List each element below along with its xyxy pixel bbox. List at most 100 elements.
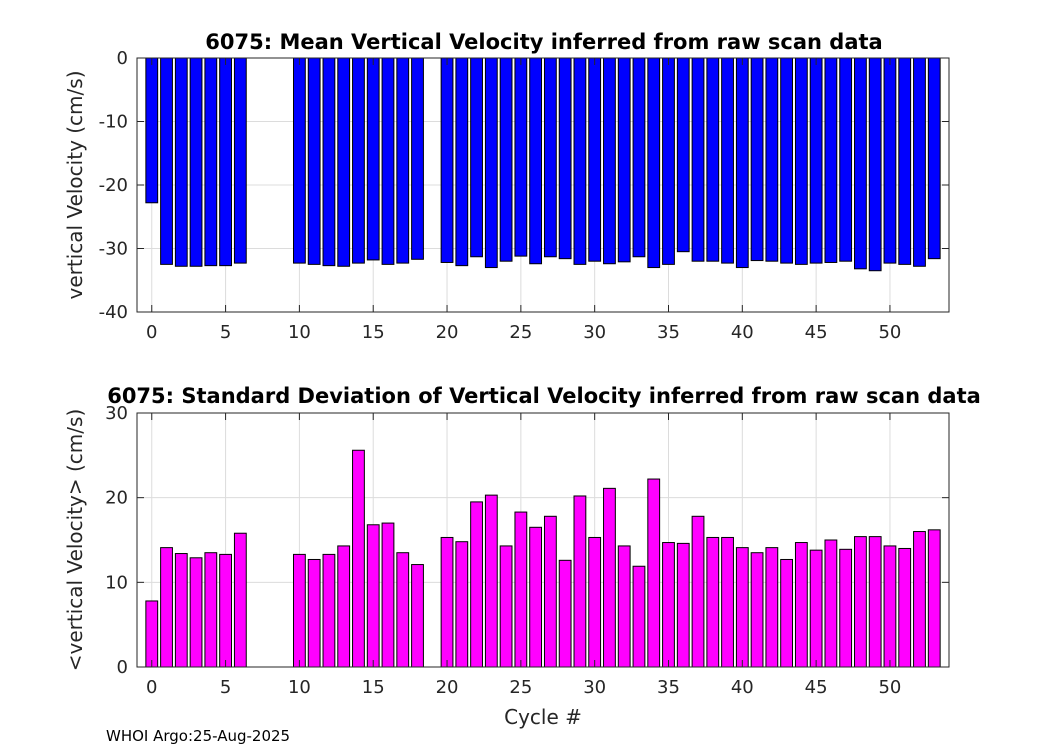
bar-mean-cycle-17 (396, 57, 410, 264)
bar-stddev-cycle-23 (484, 494, 498, 668)
bar-mean-cycle-27 (543, 57, 557, 258)
bar-mean-cycle-33 (632, 57, 646, 258)
y-tick-label: -40 (99, 302, 128, 323)
x-axis-label: Cycle # (504, 705, 582, 729)
bar-stddev-cycle-25 (514, 511, 528, 668)
bar-mean-cycle-31 (603, 57, 616, 265)
x-tick-label: 35 (657, 677, 680, 698)
y-axis-label-stddev: <vertical Velocity> (cm/s) (63, 409, 87, 672)
x-tick-label: 20 (436, 322, 459, 343)
x-tick-label: 25 (509, 677, 532, 698)
bar-mean-cycle-15 (366, 57, 380, 261)
x-tick-label: 45 (805, 322, 828, 343)
bar-stddev-cycle-37 (691, 515, 705, 668)
bar-stddev-cycle-6 (233, 532, 247, 668)
bar-mean-cycle-18 (411, 57, 424, 260)
bar-stddev-cycle-49 (868, 536, 882, 668)
bar-mean-cycle-5 (219, 57, 232, 267)
bar-mean-cycle-45 (809, 57, 823, 264)
bar-mean-cycle-13 (337, 57, 351, 267)
bar-mean-cycle-1 (160, 57, 173, 265)
bar-stddev-cycle-31 (603, 487, 616, 668)
bar-mean-cycle-21 (455, 57, 469, 267)
bar-stddev-cycle-46 (824, 539, 838, 668)
y-tick-label: 30 (105, 403, 128, 424)
bar-stddev-cycle-53 (927, 529, 941, 668)
bar-mean-cycle-6 (233, 57, 247, 264)
bar-mean-cycle-10 (292, 57, 306, 264)
bar-stddev-cycle-40 (735, 547, 749, 668)
bar-stddev-cycle-28 (558, 559, 572, 668)
bar-mean-cycle-30 (588, 57, 602, 262)
footer-stamp: WHOI Argo:25-Aug-2025 (106, 727, 290, 745)
y-tick-label: -20 (99, 175, 128, 196)
bar-mean-cycle-11 (307, 57, 321, 265)
bar-stddev-cycle-5 (219, 553, 232, 668)
bar-mean-cycle-48 (854, 57, 867, 270)
chart-title-mean: 6075: Mean Vertical Velocity inferred fr… (205, 30, 882, 54)
bar-mean-cycle-34 (647, 57, 661, 269)
bar-stddev-cycle-36 (676, 542, 690, 668)
bar-stddev-cycle-20 (440, 536, 454, 668)
x-tick-label: 45 (805, 677, 828, 698)
bar-stddev-cycle-17 (396, 552, 410, 668)
x-tick-label: 30 (583, 322, 606, 343)
bar-mean-cycle-29 (573, 57, 587, 265)
bar-stddev-cycle-24 (499, 545, 513, 668)
bar-mean-cycle-12 (322, 57, 336, 267)
bar-mean-cycle-43 (780, 57, 794, 264)
bar-stddev-cycle-47 (839, 548, 853, 668)
bar-mean-cycle-36 (676, 57, 690, 253)
x-tick-label: 0 (146, 677, 157, 698)
bar-stddev-cycle-13 (337, 545, 351, 668)
bar-stddev-cycle-4 (204, 552, 218, 668)
bar-stddev-cycle-11 (307, 558, 321, 668)
bar-mean-cycle-23 (484, 57, 498, 269)
y-tick-label: 0 (117, 48, 128, 69)
bar-mean-cycle-20 (440, 57, 454, 263)
bar-stddev-cycle-41 (750, 552, 764, 668)
bar-stddev-cycle-0 (145, 600, 159, 668)
bar-stddev-cycle-30 (588, 536, 602, 668)
bar-mean-cycle-50 (883, 57, 897, 264)
bar-stddev-cycle-18 (411, 564, 424, 668)
x-tick-label: 50 (878, 322, 901, 343)
bar-mean-cycle-3 (189, 57, 203, 267)
bar-mean-cycle-28 (558, 57, 572, 260)
bar-mean-cycle-26 (529, 57, 543, 265)
x-tick-label: 30 (583, 677, 606, 698)
bar-stddev-cycle-1 (160, 547, 173, 668)
bar-stddev-cycle-10 (292, 553, 306, 668)
bar-mean-cycle-39 (721, 57, 734, 264)
x-tick-label: 40 (731, 677, 754, 698)
bar-stddev-cycle-3 (189, 557, 203, 668)
bar-mean-cycle-35 (662, 57, 675, 265)
bar-mean-cycle-53 (927, 57, 941, 260)
bar-mean-cycle-24 (499, 57, 513, 262)
bar-mean-cycle-46 (824, 57, 838, 263)
x-tick-label: 40 (731, 322, 754, 343)
bar-stddev-cycle-21 (455, 541, 469, 668)
bar-mean-cycle-41 (750, 57, 764, 262)
bar-mean-cycle-0 (145, 57, 159, 204)
ticks-mean: 0 5 10 15 20 25 30 35 40 45 50 0 -10 -20 -30 -40 (99, 48, 949, 343)
bar-stddev-cycle-16 (381, 522, 395, 668)
bar-stddev-cycle-44 (794, 542, 808, 668)
y-tick-label: -30 (99, 239, 128, 260)
bar-mean-cycle-42 (765, 57, 779, 262)
bar-mean-cycle-51 (898, 57, 912, 265)
x-tick-label: 25 (509, 322, 532, 343)
bar-mean-cycle-25 (514, 57, 528, 257)
y-tick-label: -10 (99, 112, 128, 133)
bar-mean-cycle-37 (691, 57, 705, 262)
bar-mean-cycle-40 (735, 57, 749, 269)
bar-stddev-cycle-29 (573, 495, 587, 668)
bar-stddev-cycle-15 (366, 524, 380, 668)
bar-mean-cycle-22 (470, 57, 483, 258)
x-tick-label: 35 (657, 322, 680, 343)
bar-stddev-cycle-52 (913, 531, 926, 668)
bar-stddev-cycle-50 (883, 545, 897, 668)
axes-box-stddev (136, 412, 950, 668)
bar-mean-cycle-14 (352, 57, 365, 264)
bar-stddev-cycle-2 (174, 553, 188, 668)
